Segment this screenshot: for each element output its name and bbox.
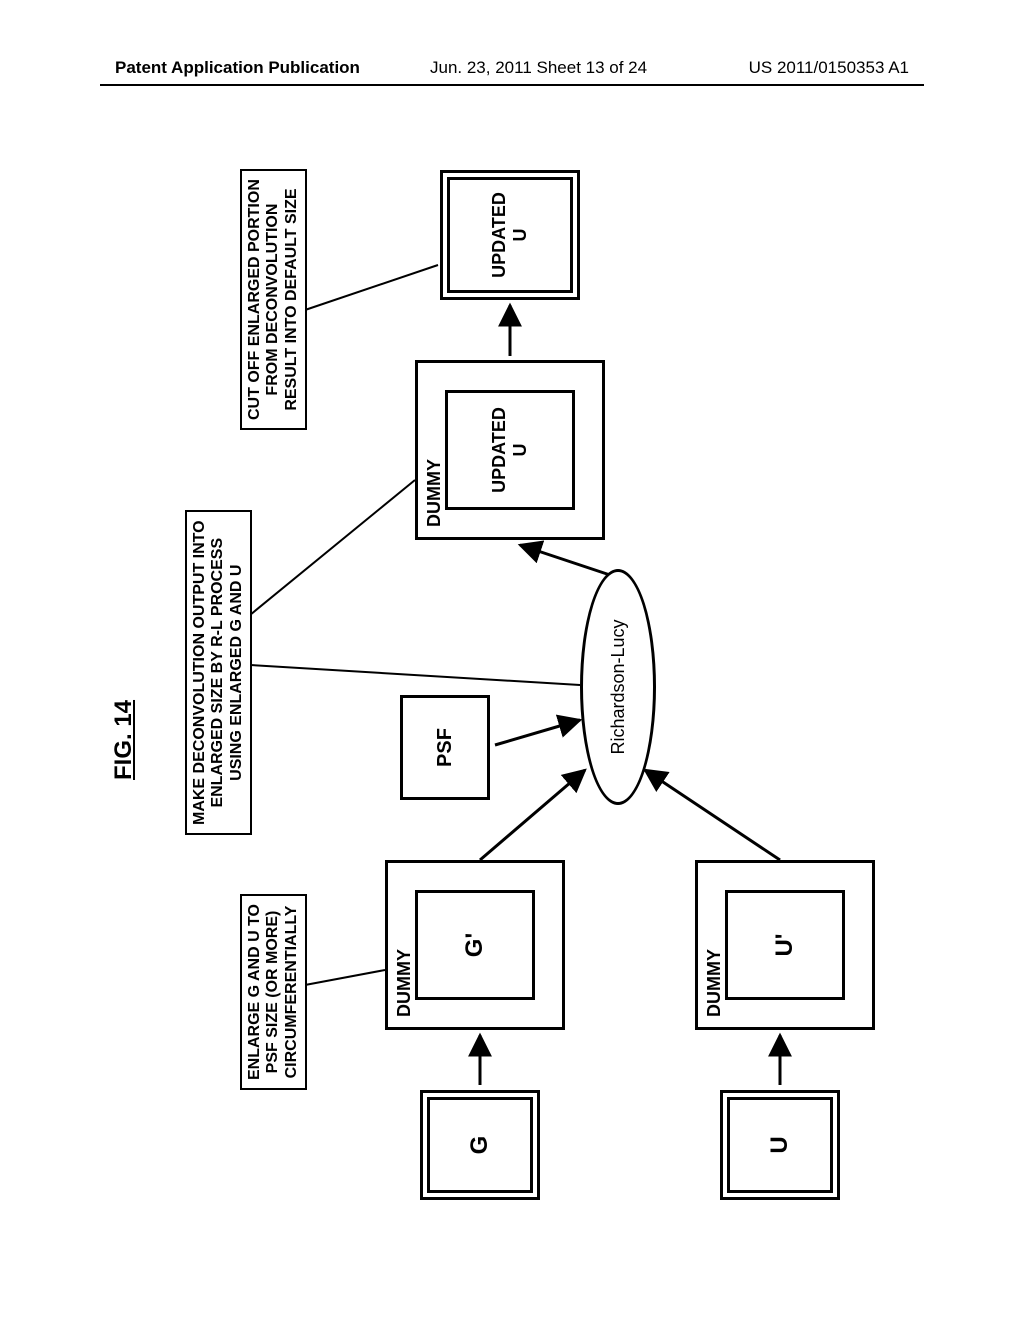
- box-updated-final: UPDATEDU: [440, 170, 580, 300]
- box-u-dummy-outer: DUMMY U': [695, 860, 875, 1030]
- figure: FIG. 14 G U DUMMY G' DUMMY: [100, 120, 920, 1240]
- box-g-label: G: [466, 1136, 494, 1155]
- caption-cutoff: CUT OFF ENLARGED PORTIONFROM DECONVOLUTI…: [240, 169, 307, 430]
- header-right: US 2011/0150353 A1: [749, 58, 909, 78]
- caption-deconv: MAKE DECONVOLUTION OUTPUT INTOENLARGED S…: [185, 510, 252, 835]
- header-left: Patent Application Publication: [115, 58, 360, 78]
- figure-canvas: FIG. 14 G U DUMMY G' DUMMY: [100, 120, 920, 1240]
- box-u-prime: U': [725, 890, 845, 1000]
- box-updated-inner: UPDATEDU: [445, 390, 575, 510]
- header-center: Jun. 23, 2011 Sheet 13 of 24: [430, 58, 647, 78]
- box-updated-inner-label: UPDATEDU: [489, 407, 530, 493]
- figure-title: FIG. 14: [110, 700, 138, 780]
- ellipse-rl-label: Richardson-Lucy: [608, 619, 629, 754]
- box-psf: PSF: [400, 695, 490, 800]
- box-g-prime: G': [415, 890, 535, 1000]
- box-u-dummy-label: DUMMY: [704, 949, 725, 1017]
- box-updated-dummy-label: DUMMY: [424, 459, 445, 527]
- box-psf-label: PSF: [434, 728, 457, 767]
- box-updated-final-label: UPDATEDU: [489, 192, 530, 278]
- box-g-prime-label: G': [461, 933, 489, 957]
- box-updated-dummy-outer: DUMMY UPDATEDU: [415, 360, 605, 540]
- box-g: G: [420, 1090, 540, 1200]
- box-u-label: U: [766, 1136, 794, 1153]
- ellipse-rl: Richardson-Lucy: [580, 569, 656, 805]
- box-u: U: [720, 1090, 840, 1200]
- caption-enlarge: ENLARGE G AND U TOPSF SIZE (OR MORE)CIRC…: [240, 894, 307, 1090]
- box-u-prime-label: U': [771, 933, 799, 956]
- box-g-dummy-label: DUMMY: [394, 949, 415, 1017]
- box-g-dummy-outer: DUMMY G': [385, 860, 565, 1030]
- header-divider: [100, 84, 924, 86]
